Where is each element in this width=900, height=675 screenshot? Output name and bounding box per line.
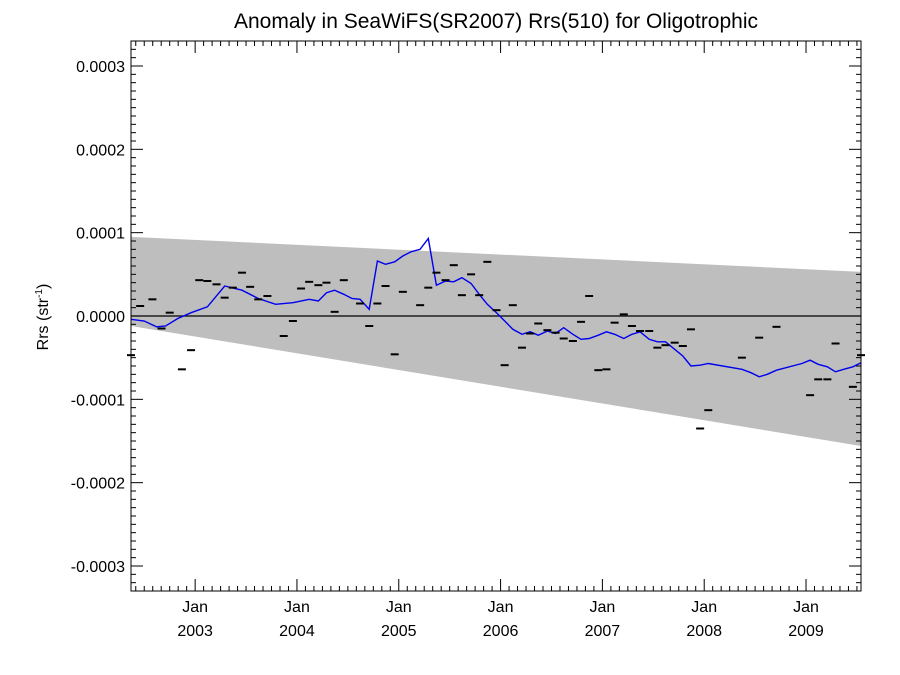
x-tick-month-label: Jan [386,599,412,616]
x-tick-month-label: Jan [793,599,819,616]
x-tick-year-label: 2009 [788,623,824,640]
x-tick-month-label: Jan [182,599,208,616]
x-tick-month-label: Jan [488,599,514,616]
y-tick-label: -0.0003 [71,559,125,576]
x-axis: Jan 2003 Jan 2004 Jan 2005 Jan 2006 Jan 2007 Jan 20… [135,41,858,640]
y-tick-label: 0.0000 [76,309,125,326]
x-tick-month-label: Jan [284,599,310,616]
x-tick-month-label: Jan [589,599,615,616]
x-tick-month-label: Jan [691,599,717,616]
y-axis-label: Rrs (str-1) [34,284,52,351]
chart-title: Anomaly in SeaWiFS(SR2007) Rrs(510) for … [234,10,758,33]
x-tick-year-label: 2004 [279,623,315,640]
x-tick-year-label: 2006 [483,623,519,640]
x-tick-year-label: 2007 [585,623,621,640]
y-axis-label-sup: -1 [34,289,45,298]
y-axis: 0.0003 0.0002 0.0001 0.0000 -0.0001 -0.0002 -0… [71,40,861,592]
y-tick-label: -0.0001 [71,392,125,409]
plot-area [127,40,865,592]
x-tick-year-label: 2008 [686,623,722,640]
y-tick-label: 0.0002 [76,142,125,159]
x-tick-year-label: 2005 [381,623,417,640]
y-axis-label-base: Rrs (str [35,297,52,350]
y-tick-label: 0.0001 [76,226,125,243]
uncertainty-band [131,236,861,446]
series-line-0 [130,236,862,378]
y-tick-label: 0.0003 [76,59,125,76]
y-axis-label-close: ) [35,284,52,289]
y-tick-label: -0.0002 [71,476,125,493]
x-tick-year-label: 2003 [177,623,213,640]
